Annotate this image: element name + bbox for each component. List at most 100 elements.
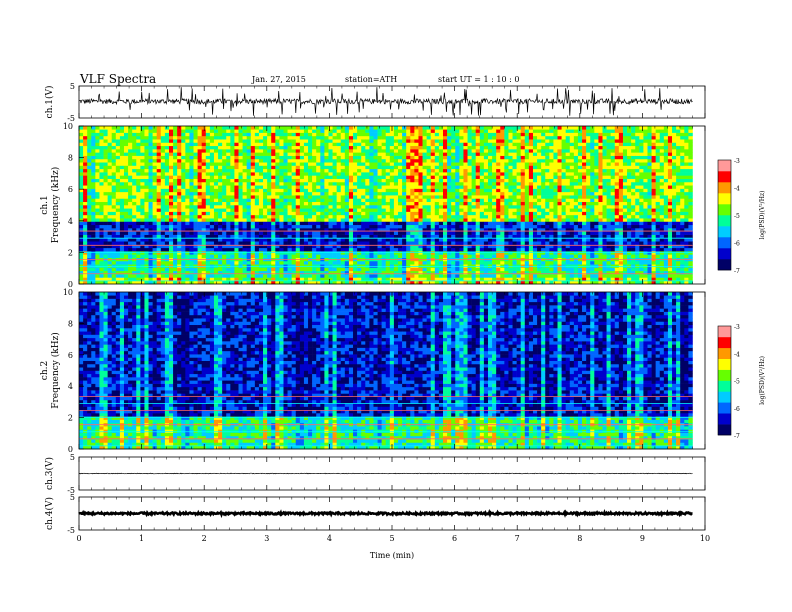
spectrogram-cell (312, 260, 317, 265)
spectrogram-cell (103, 195, 108, 199)
spectrogram-cell (447, 149, 452, 153)
spectrogram-cell (136, 198, 141, 203)
spectrogram-cell (271, 172, 276, 176)
spectrogram-cell (177, 149, 182, 153)
spectrogram-cell (377, 158, 382, 163)
spectrogram-cell (87, 162, 92, 166)
spectrogram-cell (451, 135, 456, 140)
spectrogram-cell (316, 208, 321, 212)
spectrogram-cell (156, 260, 162, 265)
spectrogram-cell (471, 231, 477, 235)
spectrogram-cell (218, 181, 223, 186)
spectrogram-cell (336, 231, 342, 235)
spectrogram-cell (246, 251, 252, 255)
spectrogram-cell (381, 208, 387, 212)
spectrogram-cell (91, 132, 96, 137)
spectrogram-cell (115, 231, 121, 235)
spectrogram-cell (258, 244, 264, 249)
spectrogram-cell (299, 251, 305, 255)
spectrogram-cell (487, 231, 493, 235)
spectrogram-cell (234, 175, 239, 179)
spectrogram-cell (479, 172, 485, 176)
spectrogram-cell (422, 135, 427, 140)
spectrogram-cell (160, 135, 166, 140)
spectrogram-cell (271, 205, 276, 209)
spectrogram-cell (275, 185, 280, 189)
spectrogram-cell (361, 135, 366, 140)
spectrogram-cell (320, 188, 325, 193)
spectrogram-cell (332, 172, 337, 176)
spectrogram-cell (205, 228, 211, 232)
spectrogram-cell (250, 165, 256, 170)
spectrogram-cell (144, 244, 149, 249)
spectrogram-cell (128, 201, 133, 206)
spectrogram-cell (385, 198, 391, 203)
spectrogram-cell (361, 185, 366, 189)
spectrogram-cell (218, 208, 223, 212)
spectrogram-cell (271, 228, 276, 232)
spectrogram-cell (434, 172, 440, 176)
spectrogram-cell (234, 181, 239, 186)
spectrogram-cell (328, 228, 333, 232)
spectrogram-cell (393, 244, 399, 249)
spectrogram-cell (344, 126, 350, 130)
spectrogram-cell (275, 224, 280, 229)
spectrogram-cell (373, 195, 378, 199)
spectrogram-cell (254, 135, 260, 140)
spectrogram-cell (467, 129, 472, 133)
spectrogram-cell (373, 241, 378, 245)
spectrogram-cell (103, 277, 108, 282)
spectrogram-cell (287, 155, 292, 160)
spectrogram-cell (467, 231, 472, 235)
spectrogram-cell (303, 241, 309, 245)
spectrogram-cell (385, 260, 391, 265)
spectrogram-cell (189, 234, 194, 239)
spectrogram-cell (177, 162, 182, 166)
spectrogram-cell (177, 234, 182, 239)
spectrogram-cell (336, 126, 342, 130)
spectrogram-cell (238, 188, 243, 193)
spectrogram-cell (328, 195, 333, 199)
spectrogram-cell (181, 277, 186, 282)
spectrogram-cell (209, 208, 215, 212)
spectrogram-cell (369, 145, 374, 150)
spectrogram-cell (426, 168, 432, 173)
spectrogram-cell (340, 208, 346, 212)
spectrogram-cell (398, 237, 403, 242)
spectrogram-cell (148, 126, 153, 130)
spectrogram-cell (79, 142, 84, 147)
spectrogram-cell (438, 168, 444, 173)
spectrogram-cell (79, 175, 84, 179)
spectrogram-cell (295, 211, 301, 216)
spectrogram-cell (152, 145, 158, 150)
spectrogram-cell (177, 129, 182, 133)
spectrogram-cell (218, 254, 223, 258)
spectrogram-cell (164, 162, 170, 166)
spectrogram-cell (140, 158, 145, 163)
spectrogram-cell (205, 142, 211, 147)
spectrogram-cell (87, 228, 92, 232)
spectrogram-cell (434, 126, 440, 130)
spectrogram-cell (459, 247, 464, 252)
spectrogram-cell (254, 211, 260, 216)
spectrogram-cell (177, 247, 182, 252)
spectrogram-cell (226, 142, 231, 147)
spectrogram-cell (389, 270, 395, 275)
spectrogram-cell (389, 201, 395, 206)
spectrogram-cell (443, 172, 448, 176)
spectrogram-cell (263, 264, 268, 268)
spectrogram-cell (438, 274, 444, 278)
spectrogram-cell (258, 198, 264, 203)
spectrogram-cell (201, 251, 207, 255)
spectrogram-cell (267, 208, 272, 212)
spectrogram-cell (275, 205, 280, 209)
spectrogram-cell (340, 158, 346, 163)
spectrogram-cell (389, 260, 395, 265)
spectrogram-cell (238, 175, 243, 179)
spectrogram-cell (209, 211, 215, 216)
spectrogram-cell (209, 224, 215, 229)
spectrogram-cell (312, 165, 317, 170)
spectrogram-cell (438, 178, 444, 183)
spectrogram-cell (328, 168, 333, 173)
spectrogram-cell (475, 158, 481, 163)
